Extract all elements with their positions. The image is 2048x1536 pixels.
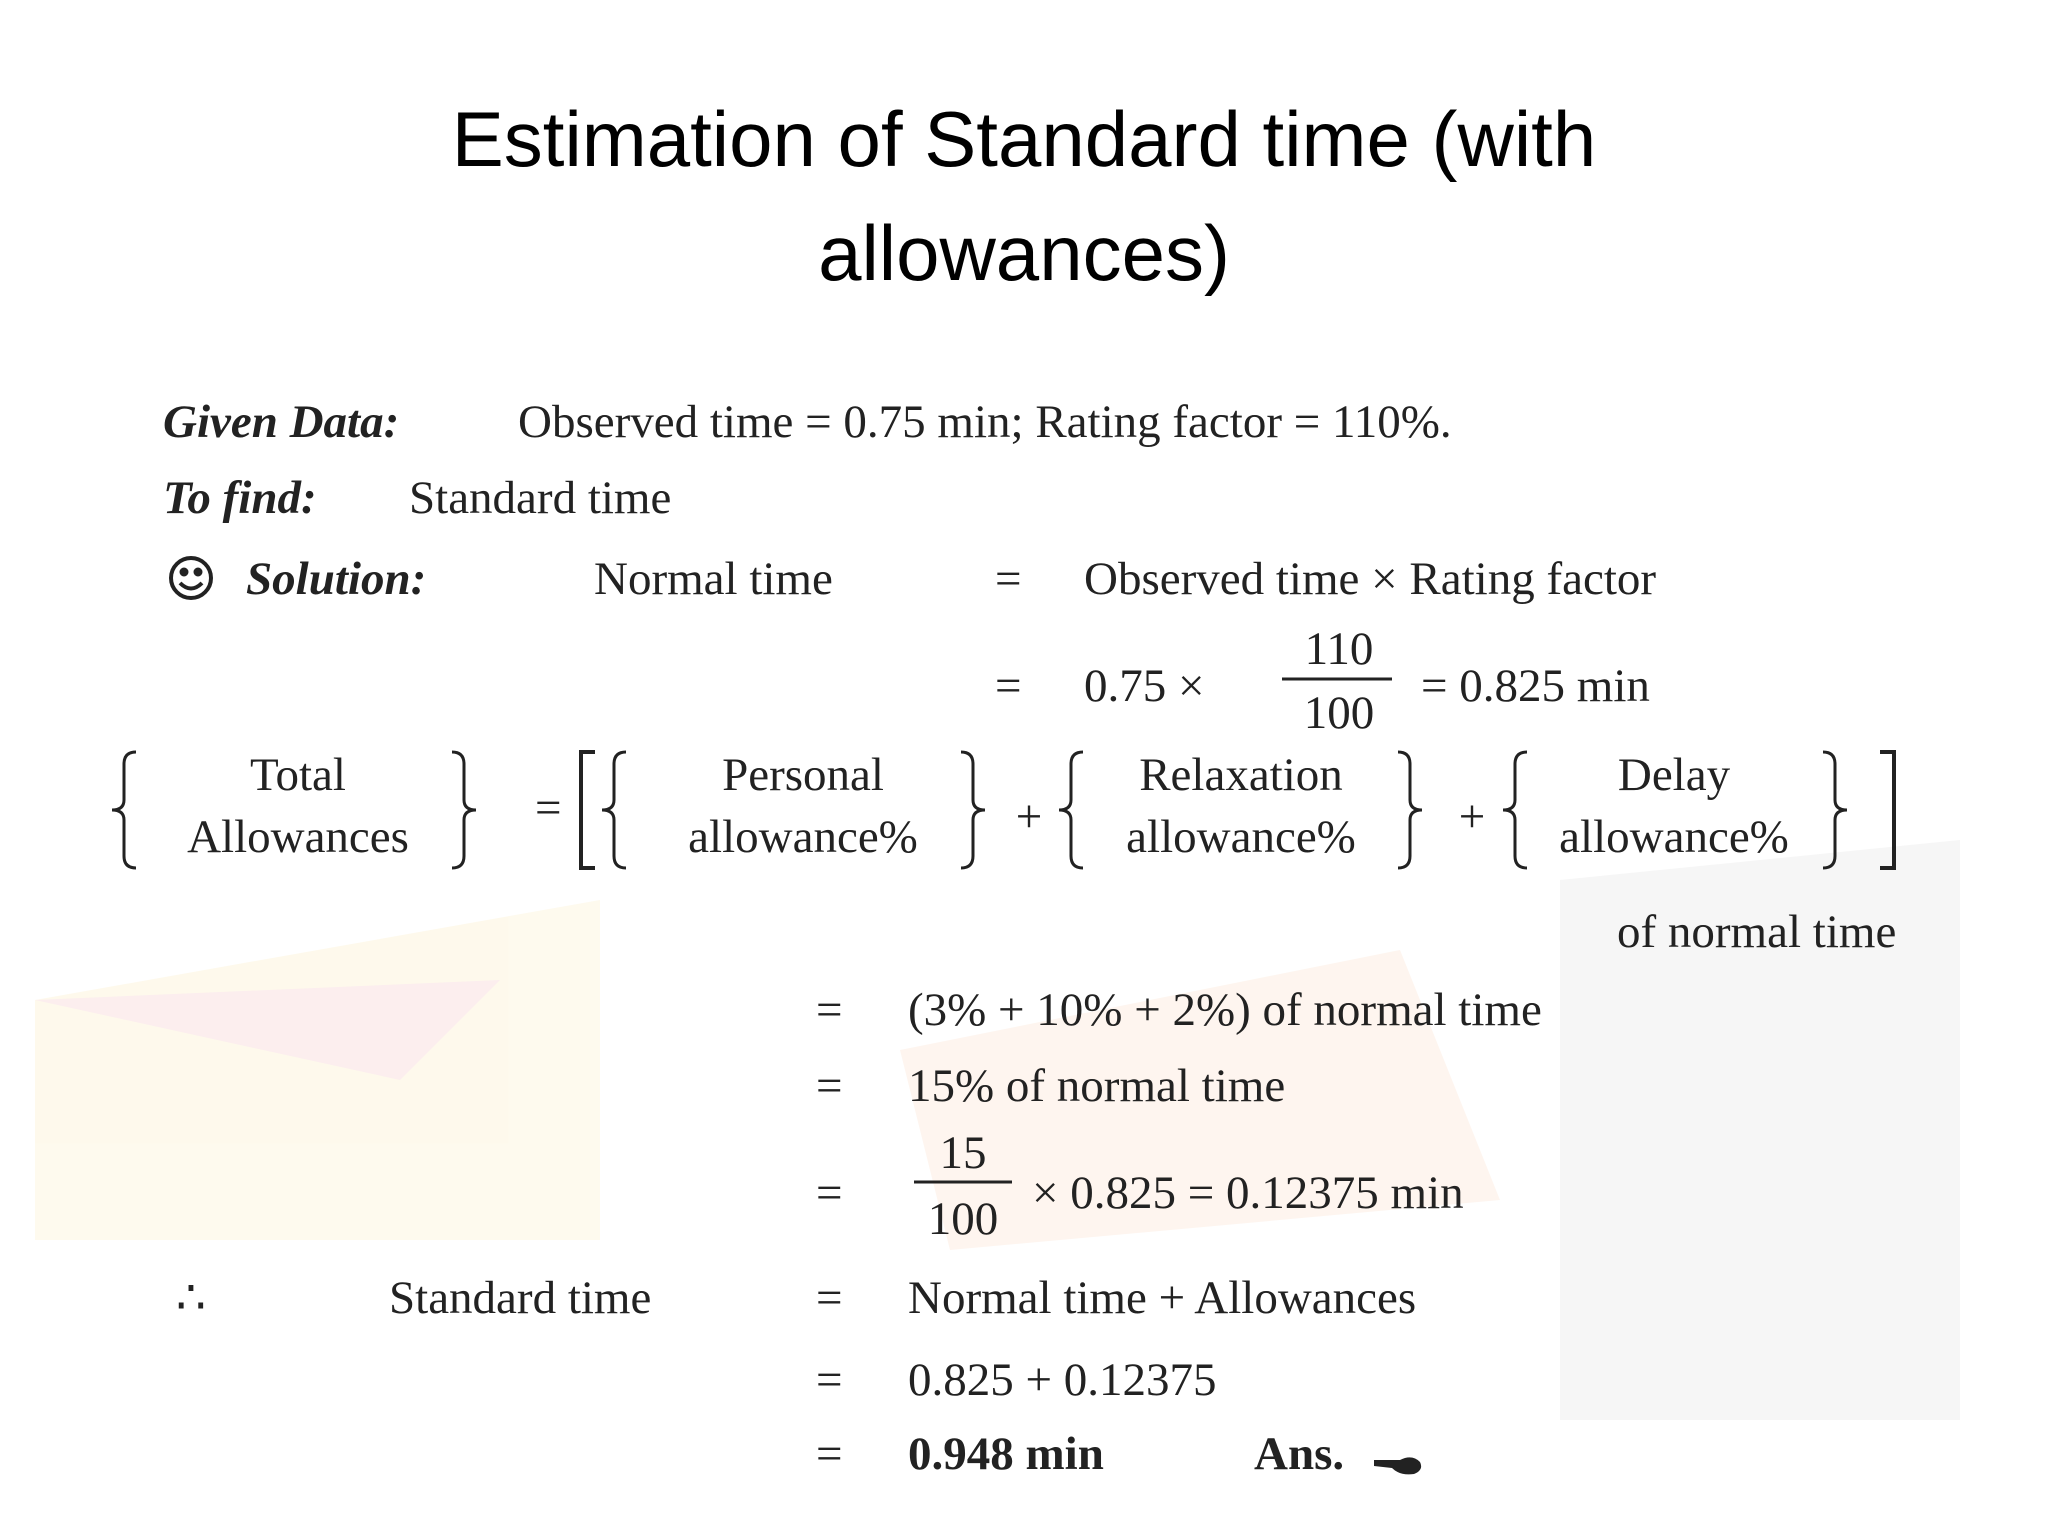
equation-text: × 0.825 = 0.12375 min	[1032, 1167, 1464, 1219]
equation-suffix: of normal time	[1617, 906, 1896, 958]
to-find-text: Standard time	[409, 472, 671, 524]
denominator: 100	[928, 1193, 999, 1245]
term-line: Relaxation	[1139, 749, 1343, 801]
equation-rhs: Observed time × Rating factor	[1084, 553, 1656, 605]
denominator: 100	[1304, 687, 1375, 739]
brace	[451, 750, 477, 870]
equation-lhs: Standard time	[389, 1272, 651, 1324]
given-label: Given Data:	[163, 396, 399, 448]
term-line: Allowances	[187, 811, 409, 863]
equation-text: 15% of normal time	[908, 1060, 1285, 1112]
term-line: Delay	[1618, 749, 1731, 801]
answer-label: Ans.	[1254, 1428, 1344, 1480]
equals: =	[995, 553, 1022, 605]
plus: +	[1459, 791, 1486, 843]
equation-rhs: Normal time + Allowances	[908, 1272, 1416, 1324]
equals: =	[995, 660, 1022, 712]
equation-result: = 0.825 min	[1421, 660, 1650, 712]
term-line: Personal	[722, 749, 884, 801]
background-decor	[35, 840, 1960, 1420]
brace	[1822, 750, 1848, 870]
therefore-symbol: ∴	[176, 1272, 206, 1324]
plus: +	[1016, 791, 1043, 843]
brace	[601, 750, 627, 870]
equals: =	[816, 1354, 843, 1406]
numerator: 15	[940, 1127, 987, 1179]
equation-text: 0.75 ×	[1084, 660, 1205, 712]
brace	[1397, 750, 1423, 870]
slide-title: Estimation of Standard time (with	[452, 95, 1596, 183]
bracket	[579, 750, 595, 870]
term-line: allowance%	[688, 811, 918, 863]
equation-text: 0.825 + 0.12375	[908, 1354, 1217, 1406]
equation-lhs: Normal time	[594, 553, 833, 605]
brace	[1502, 750, 1528, 870]
term-line: allowance%	[1126, 811, 1356, 863]
answer: 0.948 min	[908, 1428, 1104, 1480]
brace	[960, 750, 986, 870]
smiley-icon	[169, 556, 213, 600]
solution-label: Solution:	[246, 553, 426, 605]
equals: =	[816, 1272, 843, 1324]
given-text: Observed time = 0.75 min; Rating factor …	[518, 396, 1452, 448]
to-find-label: To find:	[163, 472, 317, 524]
bracket	[1880, 750, 1896, 870]
equals: =	[816, 1428, 843, 1480]
term-line: Total	[250, 749, 346, 801]
brace	[1058, 750, 1084, 870]
brace	[111, 750, 137, 870]
slide-title: allowances)	[818, 209, 1230, 297]
numerator: 110	[1305, 623, 1374, 675]
pointing-hand-icon	[1374, 1457, 1422, 1475]
equals: =	[816, 984, 843, 1036]
equation-text: (3% + 10% + 2%) of normal time	[908, 984, 1542, 1036]
equals: =	[816, 1167, 843, 1219]
term-line: allowance%	[1559, 811, 1789, 863]
equals: =	[816, 1060, 843, 1112]
equals: =	[535, 782, 562, 834]
